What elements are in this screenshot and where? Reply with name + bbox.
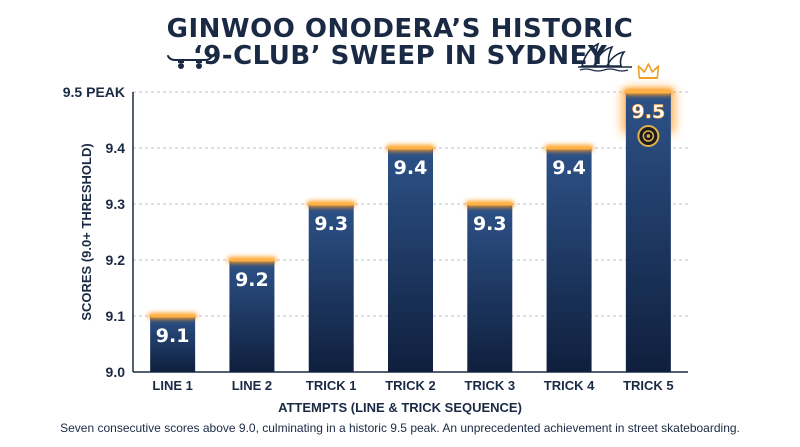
x-tick-label: TRICK 2: [385, 378, 436, 393]
bar-chart: 9.0 9.1 9.2 9.3 9.4 9.5 PEAK 9.1 9.2 9.3 9.4 9.3 9…: [63, 63, 688, 393]
x-tick-label: TRICK 5: [623, 378, 674, 393]
data-label: 9.5: [632, 101, 666, 123]
bar: [308, 204, 354, 372]
bar-group: 9.5: [621, 63, 675, 372]
y-tick-label: 9.5 PEAK: [63, 84, 125, 100]
bar: [467, 204, 513, 372]
chart-title-line-2: ‘9-CLUB’ SWEEP IN SYDNEY: [192, 41, 608, 71]
bar-cap: [625, 90, 671, 94]
x-tick-label: TRICK 1: [306, 378, 357, 393]
bar-cap: [388, 146, 433, 150]
y-tick-label: 9.4: [106, 140, 126, 156]
skateboard-wheel-icon: [637, 125, 660, 147]
bar-cap: [546, 146, 592, 150]
data-label: 9.1: [156, 325, 190, 347]
bar-group: 9.2: [227, 257, 277, 372]
data-label: 9.3: [473, 213, 507, 235]
x-tick-label: TRICK 4: [544, 378, 595, 393]
chart-caption: Seven consecutive scores above 9.0, culm…: [60, 421, 740, 435]
bar: [150, 316, 196, 372]
data-label: 9.2: [235, 269, 269, 291]
bar-cap: [467, 202, 513, 206]
x-tick-label: TRICK 3: [465, 378, 516, 393]
data-label: 9.4: [394, 157, 428, 179]
bar-group: 9.3: [465, 201, 515, 372]
bar-group: 9.1: [148, 313, 198, 372]
bar: [229, 260, 275, 372]
sydney-opera-house-icon: [578, 42, 632, 72]
bar-group: 9.4: [544, 145, 594, 372]
bar-group: 9.3: [306, 201, 356, 372]
y-tick-label: 9.2: [106, 252, 126, 268]
chart-title-line-1: GINWOO ONODERA’S HISTORIC: [166, 14, 634, 44]
crown-icon: [637, 63, 660, 79]
data-label: 9.4: [552, 157, 586, 179]
bar-group: 9.4: [386, 145, 435, 372]
bar: [546, 148, 592, 372]
y-axis-label: SCORES (9.0+ THRESHOLD): [79, 143, 94, 320]
x-tick-label: LINE 1: [152, 378, 192, 393]
data-label: 9.3: [314, 213, 348, 235]
bar-cap: [308, 202, 354, 206]
bar-cap: [150, 314, 196, 318]
y-tick-label: 9.0: [106, 364, 126, 380]
bar: [388, 148, 433, 372]
y-tick-label: 9.3: [106, 196, 126, 212]
x-tick-label: LINE 2: [232, 378, 272, 393]
x-axis-label: ATTEMPTS (LINE & TRICK SEQUENCE): [278, 400, 522, 415]
y-tick-label: 9.1: [106, 308, 126, 324]
bar-cap: [229, 258, 275, 262]
skateboard-icon: [167, 55, 213, 69]
